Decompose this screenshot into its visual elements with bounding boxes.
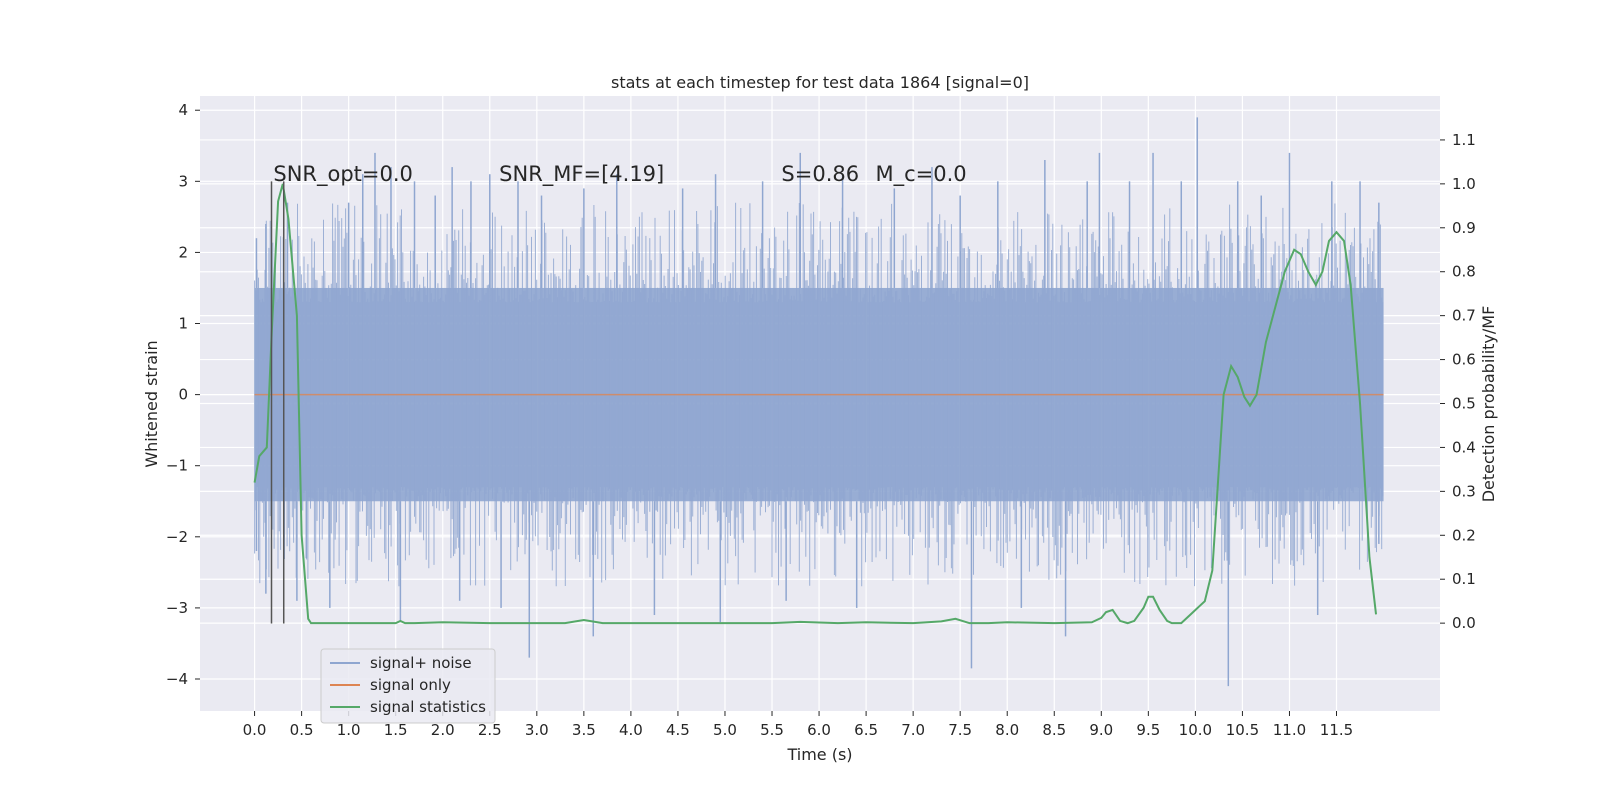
y-tick-label: 0	[178, 386, 188, 404]
signal-statistics-line	[253, 183, 1378, 625]
x-tick-label: 7.0	[901, 721, 925, 739]
y-right-tick-label: 0.7	[1452, 307, 1476, 325]
stat-annotation: M_c=0.0	[876, 162, 967, 187]
y-right-axis-label: Detection probability/MF	[1479, 306, 1498, 503]
y-tick-label: 4	[178, 101, 188, 119]
x-tick-label: 5.0	[713, 721, 737, 739]
x-tick-label: 4.0	[619, 721, 643, 739]
vertical-markers	[270, 181, 285, 624]
y-tick-label: 2	[178, 243, 188, 261]
y-right-axis-ticks: 0.0 0.1 0.2 0.3 0.4 0.5 0.6 0.7 0.8 0.9 1.0 1.1	[1440, 131, 1476, 632]
y-right-tick-label: 1.0	[1452, 175, 1476, 193]
y-right-tick-label: 0.1	[1452, 570, 1476, 588]
y-tick-label: −3	[166, 599, 188, 617]
y-right-tick-label: 0.4	[1452, 438, 1476, 456]
y-tick-label: 3	[178, 172, 188, 190]
x-tick-label: 1.0	[337, 721, 361, 739]
x-tick-label: 10.5	[1226, 721, 1259, 739]
x-tick-label: 9.5	[1136, 721, 1160, 739]
x-tick-label: 11.0	[1273, 721, 1306, 739]
y-tick-label: 1	[178, 315, 188, 333]
x-tick-label: 8.5	[1042, 721, 1066, 739]
y-right-tick-label: 0.0	[1452, 614, 1476, 632]
x-tick-label: 9.0	[1089, 721, 1113, 739]
x-tick-label: 7.5	[948, 721, 972, 739]
y-tick-label: −4	[166, 670, 188, 688]
y-tick-label: −1	[166, 457, 188, 475]
y-axis-ticks: −4 −3 −2 −1 0 1 2 3 4	[166, 101, 200, 688]
legend: signal+ noise signal only signal statist…	[320, 648, 496, 724]
x-tick-label: 6.5	[854, 721, 878, 739]
x-tick-label: 8.0	[995, 721, 1019, 739]
stat-annotation: SNR_opt=0.0	[273, 162, 413, 187]
legend-label-stats: signal statistics	[370, 698, 486, 716]
x-tick-label: 2.5	[478, 721, 502, 739]
x-tick-label: 4.5	[666, 721, 690, 739]
y-tick-label: −2	[166, 528, 188, 546]
y-right-tick-label: 0.5	[1452, 395, 1476, 413]
x-tick-label: 11.5	[1320, 721, 1353, 739]
y-right-tick-label: 1.1	[1452, 131, 1476, 149]
legend-label-noise: signal+ noise	[370, 654, 472, 672]
y-right-tick-label: 0.9	[1452, 219, 1476, 237]
x-axis-label: Time (s)	[786, 745, 852, 764]
x-tick-label: 2.0	[431, 721, 455, 739]
chart-title: stats at each timestep for test data 186…	[611, 73, 1029, 92]
stat-annotation: S=0.86	[781, 162, 859, 186]
stat-annotation: SNR_MF=[4.19]	[499, 162, 664, 187]
y-axis-label: Whitened strain	[142, 340, 161, 467]
y-right-tick-label: 0.6	[1452, 351, 1476, 369]
x-tick-label: 1.5	[384, 721, 408, 739]
x-tick-label: 6.0	[807, 721, 831, 739]
x-tick-label: 0.5	[290, 721, 314, 739]
y-right-tick-label: 0.3	[1452, 482, 1476, 500]
x-tick-label: 3.5	[572, 721, 596, 739]
legend-box	[320, 648, 496, 724]
x-tick-label: 10.0	[1179, 721, 1212, 739]
x-tick-label: 5.5	[760, 721, 784, 739]
annotations: SNR_opt=0.0 SNR_MF=[4.19] S=0.86 M_c=0.0	[273, 162, 966, 187]
y-right-tick-label: 0.2	[1452, 526, 1476, 544]
x-tick-label: 3.0	[525, 721, 549, 739]
line-series	[253, 183, 1384, 625]
y-right-tick-label: 0.8	[1452, 263, 1476, 281]
legend-label-signal: signal only	[370, 676, 451, 694]
x-tick-label: 0.0	[243, 721, 267, 739]
x-axis-ticks: 0.0 0.5 1.0 1.5 2.0 2.5 3.0 3.5 4.0 4.5 5.0 5.5 6.0 6…	[243, 711, 1353, 739]
